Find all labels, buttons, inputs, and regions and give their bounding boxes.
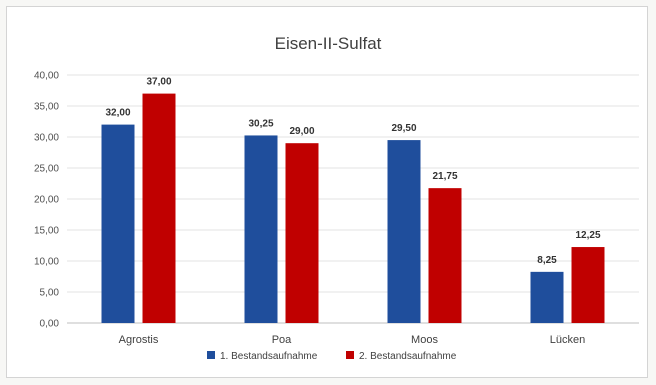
data-labels: 32,00 37,00 30,25 29,00 29,50 21,75 8,25 12,25 (105, 77, 600, 266)
bar-2-0 (142, 93, 176, 323)
y-tick-label: 10,00 (34, 257, 59, 268)
y-tick-label: 5,00 (40, 288, 60, 299)
bar-2-1 (285, 143, 319, 323)
data-label: 21,75 (432, 171, 457, 182)
legend: 1. Bestandsaufnahme 2. Bestandsaufnahme (207, 351, 457, 362)
legend-swatch (207, 351, 215, 359)
y-tick-label: 20,00 (34, 195, 59, 206)
data-label: 32,00 (105, 108, 130, 119)
data-label: 29,50 (391, 123, 416, 134)
x-category-label: Poa (272, 334, 292, 346)
data-label: 29,00 (289, 126, 314, 137)
y-tick-label: 0,00 (40, 319, 60, 330)
chart-frame: Eisen-II-Sulfat 0,00 5,00 10,00 15,00 20,00 2… (6, 6, 648, 378)
data-label: 30,25 (248, 118, 273, 129)
x-category-label: Moos (411, 334, 438, 346)
x-category-label: Lücken (550, 334, 585, 346)
bar-chart: Eisen-II-Sulfat 0,00 5,00 10,00 15,00 20,00 2… (34, 34, 639, 362)
bar-1-1 (244, 135, 278, 323)
bars (101, 93, 605, 323)
bar-2-2 (428, 188, 462, 323)
y-tick-label: 40,00 (34, 71, 59, 82)
bar-1-0 (101, 124, 135, 323)
legend-label: 2. Bestandsaufnahme (359, 351, 457, 362)
x-category-label: Agrostis (119, 334, 159, 346)
legend-label: 1. Bestandsaufnahme (220, 351, 318, 362)
y-tick-label: 25,00 (34, 164, 59, 175)
y-tick-label: 15,00 (34, 226, 59, 237)
legend-swatch (346, 351, 354, 359)
data-label: 8,25 (537, 255, 557, 266)
data-label: 12,25 (575, 230, 600, 241)
y-tick-label: 35,00 (34, 102, 59, 113)
bar-1-2 (387, 140, 421, 323)
chart-title: Eisen-II-Sulfat (275, 34, 382, 53)
y-tick-label: 30,00 (34, 133, 59, 144)
y-axis: 0,00 5,00 10,00 15,00 20,00 25,00 30,00 35,00 40… (34, 71, 59, 330)
x-axis: Agrostis Poa Moos Lücken (119, 334, 586, 346)
data-label: 37,00 (146, 77, 171, 88)
bar-1-3 (530, 271, 564, 323)
bar-2-3 (571, 247, 605, 323)
